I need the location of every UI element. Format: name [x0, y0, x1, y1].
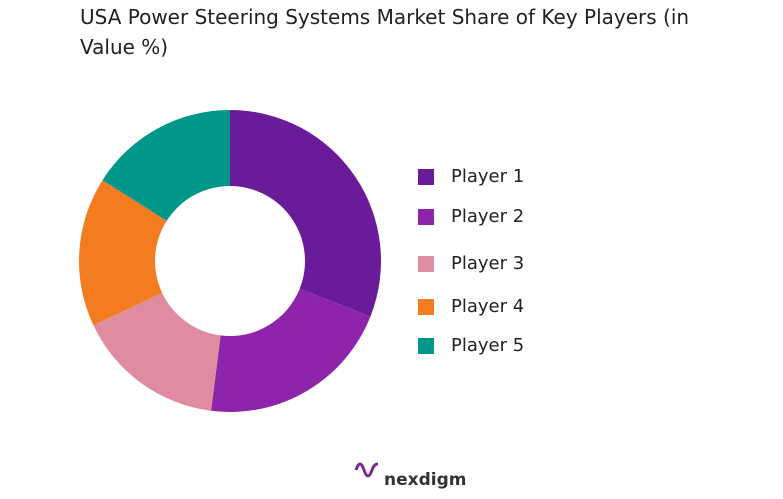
legend-swatch [418, 256, 434, 272]
donut-slice [93, 292, 221, 411]
legend-label: Player 5 [451, 335, 524, 356]
legend-swatch [418, 209, 434, 225]
donut-slice [230, 110, 381, 317]
legend-label: Player 4 [451, 296, 524, 317]
legend-label: Player 3 [451, 253, 524, 274]
donut-slice [102, 109, 230, 221]
logo-icon [354, 462, 379, 478]
legend-label: Player 1 [451, 166, 524, 187]
legend-label: Player 2 [451, 206, 524, 227]
legend-swatch [418, 169, 434, 185]
chart-title: USA Power Steering Systems Market Share … [80, 5, 690, 59]
legend-swatch [418, 338, 434, 354]
logo-text: nexdigm [384, 470, 466, 490]
donut-slice [79, 180, 167, 326]
donut-slice [211, 288, 371, 412]
legend-swatch [418, 299, 434, 315]
